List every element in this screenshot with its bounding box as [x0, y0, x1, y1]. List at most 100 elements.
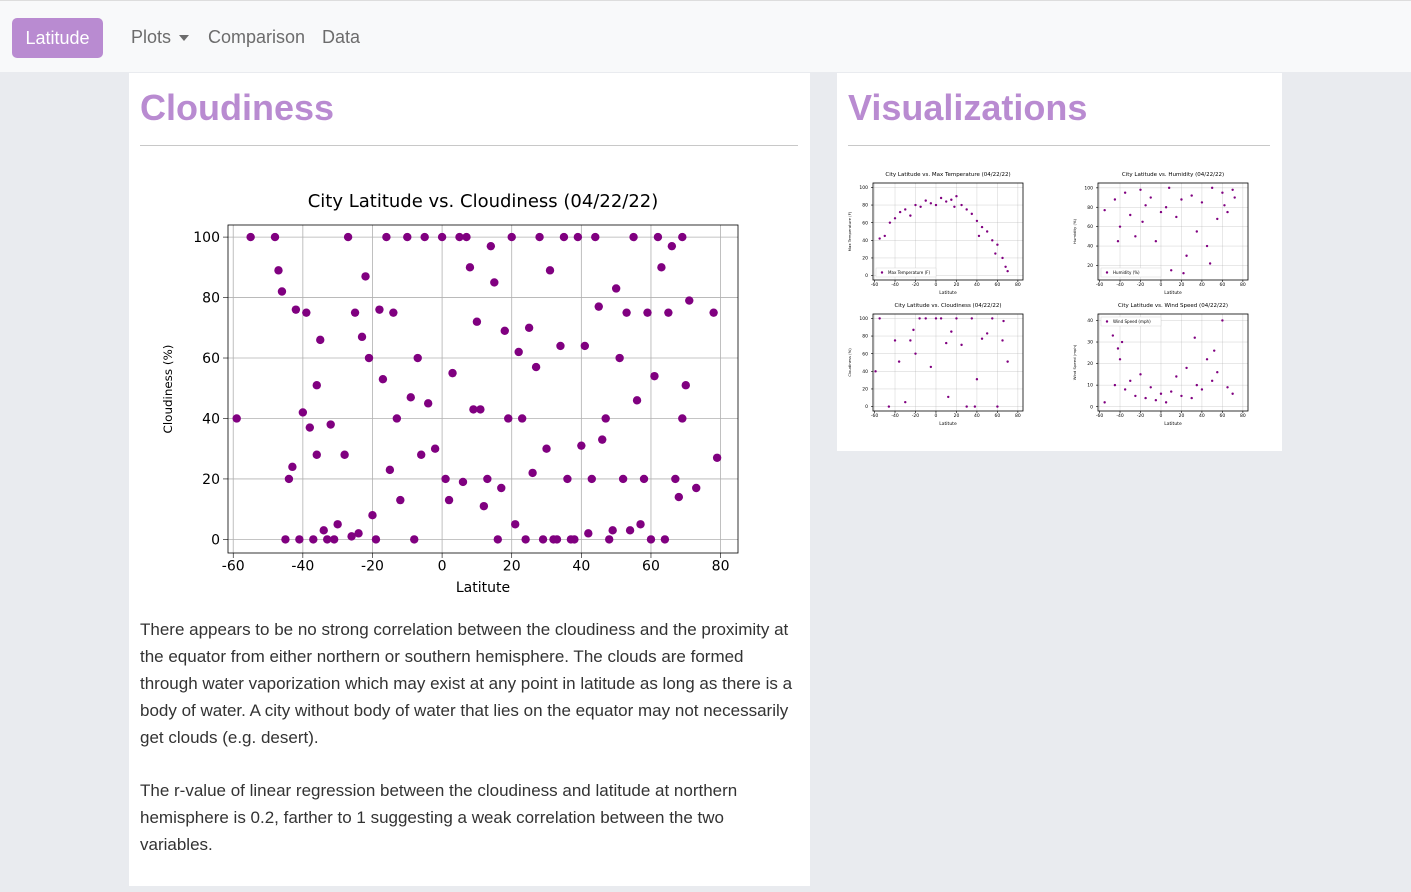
point [392, 414, 402, 423]
point [874, 370, 877, 373]
point [1221, 319, 1224, 322]
y-tick-label: 0 [865, 273, 868, 279]
point [277, 287, 287, 296]
point [378, 374, 388, 384]
point [462, 232, 471, 242]
main-panel: Cloudiness -60 -40 -20 0 20 40 60 80 0 20 40 60 80 10… [129, 73, 810, 886]
x-tick-label: -20 [912, 282, 919, 288]
y-tick-label: 80 [202, 290, 220, 306]
point [893, 217, 897, 220]
legend-marker [1105, 271, 1109, 274]
x-tick-label: 20 [1179, 413, 1185, 419]
y-tick-label: 20 [1087, 361, 1093, 367]
point [1154, 399, 1158, 402]
point [904, 208, 907, 211]
point [939, 196, 943, 200]
legend-box [1100, 316, 1162, 327]
point [712, 453, 722, 462]
point [678, 232, 687, 242]
chart-title: City Latitude vs. Cloudiness (04/22/22) [894, 303, 1001, 309]
y-tick-label: 0 [211, 532, 220, 548]
point [991, 317, 994, 320]
y-tick-label: 20 [1087, 263, 1093, 269]
point [639, 474, 649, 484]
point [934, 317, 938, 320]
x-axis-label: Latitute [939, 290, 957, 296]
x-tick-label: 80 [1015, 413, 1021, 419]
point [420, 232, 429, 242]
plot-frame [1097, 313, 1249, 412]
nav-link[interactable]: Data [322, 27, 361, 47]
brand-button[interactable]: Latitude [12, 18, 103, 58]
point [448, 368, 457, 378]
x-tick-label: -20 [361, 559, 384, 575]
thumbnail-chart[interactable]: -60 -40 -20 0 20 40 60 80 0 20 40 60 80 100 City Latit… [843, 170, 1038, 300]
point [598, 435, 607, 444]
point [912, 328, 915, 332]
point [601, 414, 610, 423]
x-tick-label: -40 [891, 413, 898, 419]
point [274, 266, 283, 275]
point [975, 219, 979, 223]
point [657, 263, 666, 272]
point [465, 263, 475, 272]
x-tick-label: 20 [954, 413, 960, 419]
point [580, 341, 590, 351]
point [618, 474, 628, 484]
point [615, 353, 624, 363]
x-tick-label: 20 [503, 559, 521, 575]
point [1226, 210, 1229, 214]
point [1210, 379, 1214, 383]
y-tick-label: 10 [1087, 383, 1093, 389]
point [1134, 394, 1137, 398]
y-tick-label: 60 [202, 351, 220, 367]
legend-label: Wind Speed (mph) [1113, 319, 1151, 324]
sidebar-panel: Visualizations -60 -40 -20 0 20 40 60 80 0 20 40 60… [837, 73, 1282, 451]
point [591, 232, 600, 242]
plot-frame [227, 224, 739, 554]
point [340, 450, 349, 459]
point [476, 405, 485, 414]
point [1001, 256, 1004, 260]
point [994, 252, 997, 255]
y-tick-label: 80 [862, 203, 868, 209]
caret-icon [179, 35, 190, 42]
point [611, 284, 621, 293]
point [1200, 201, 1204, 204]
point [246, 232, 255, 242]
point [945, 341, 948, 345]
point [413, 353, 422, 363]
point [1231, 188, 1234, 191]
heading: Cloudiness [140, 87, 335, 128]
y-tick-label: 20 [862, 256, 868, 262]
point [389, 308, 398, 317]
point [284, 474, 294, 484]
thumbnail-chart[interactable]: -60 -40 -20 0 20 40 60 80 0 10 20 30 40 City Latitude… [1068, 301, 1263, 431]
nav-dropdown[interactable]: Plots [131, 27, 190, 48]
point [410, 535, 419, 544]
point [326, 420, 335, 429]
nav-link[interactable]: Comparison [208, 27, 306, 47]
point [1159, 210, 1163, 214]
point [625, 526, 635, 535]
point [1123, 191, 1127, 194]
point [965, 405, 968, 408]
nav-link[interactable]: Plots [131, 27, 172, 47]
point [1221, 191, 1224, 194]
thumbnail-chart[interactable]: -60 -40 -20 0 20 40 60 80 0 20 40 60 80 100 City Latit… [843, 301, 1038, 431]
point [1175, 375, 1178, 378]
point [1195, 230, 1199, 233]
point [1141, 220, 1144, 223]
point [1205, 244, 1209, 248]
point [291, 305, 301, 314]
y-tick-label: 100 [1084, 185, 1093, 191]
point [1231, 392, 1234, 395]
thumbnail-chart[interactable]: -60 -40 -20 0 20 40 60 80 20 40 60 80 100 City Latitu… [1068, 170, 1263, 300]
point [1123, 388, 1127, 391]
point [288, 462, 297, 472]
point [368, 511, 377, 520]
point [396, 495, 405, 505]
y-axis-label: Max Temperature (F) [847, 211, 852, 251]
point [1185, 254, 1188, 257]
